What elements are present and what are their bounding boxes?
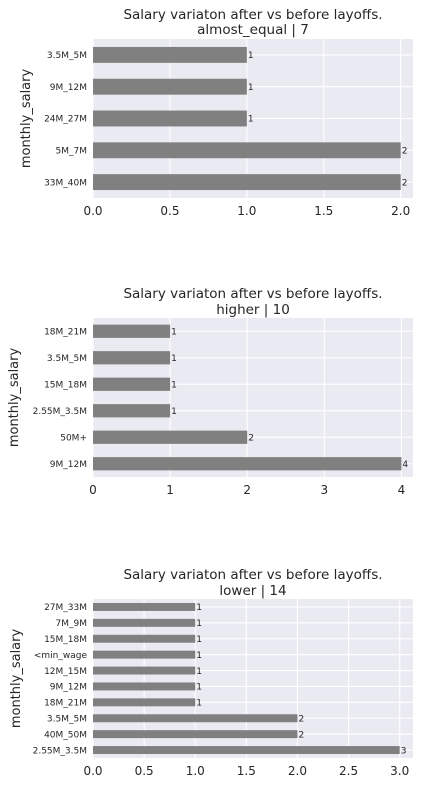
- y-category-label: 24M_27M: [44, 115, 87, 125]
- bar: [93, 174, 401, 191]
- y-category-label: 3.5M_5M: [47, 714, 87, 724]
- y-axis-label: monthly_salary: [7, 348, 22, 448]
- y-category-label: 9M_12M: [50, 83, 87, 93]
- bar: [93, 698, 196, 707]
- bar-value-label: 1: [196, 667, 202, 677]
- y-category-label: 15M_18M: [44, 635, 87, 645]
- chart-title: Salary variaton after vs before layoffs.: [123, 567, 382, 583]
- bar: [93, 457, 402, 471]
- bar: [93, 634, 196, 643]
- bar: [93, 650, 196, 659]
- bar-value-label: 1: [248, 83, 254, 93]
- bar: [93, 110, 247, 127]
- y-category-label: 15M_18M: [44, 380, 87, 390]
- bar: [93, 714, 298, 723]
- bar-value-label: 1: [196, 683, 202, 693]
- y-category-label: 2.55M_3.5M: [33, 407, 87, 417]
- bar-value-label: 1: [196, 651, 202, 661]
- y-category-label: 33M_40M: [44, 178, 87, 188]
- y-category-label: 7M_9M: [56, 619, 87, 629]
- bar: [93, 324, 171, 338]
- bar-value-label: 3: [401, 746, 407, 756]
- bar-value-label: 1: [196, 603, 202, 613]
- bar-value-label: 1: [171, 354, 177, 364]
- bar-value-label: 1: [196, 699, 202, 709]
- bar-value-label: 2: [298, 714, 304, 724]
- bar-value-label: 4: [402, 460, 408, 470]
- y-category-label: 27M_33M: [44, 603, 87, 613]
- x-tick-label: 2: [243, 483, 251, 497]
- y-category-label: 40M_50M: [44, 730, 87, 740]
- bar: [93, 142, 401, 159]
- x-tick-label: 1.5: [237, 764, 256, 778]
- bar-value-label: 1: [248, 51, 254, 61]
- x-tick-label: 1.5: [314, 204, 333, 218]
- x-tick-label: 3.0: [390, 764, 409, 778]
- bar-value-label: 1: [196, 635, 202, 645]
- bar: [93, 351, 171, 365]
- bar: [93, 746, 400, 755]
- y-axis-label: monthly_salary: [9, 629, 24, 729]
- bar: [93, 618, 196, 627]
- y-category-label: <min_wage: [34, 651, 88, 661]
- plot-background: [93, 318, 413, 477]
- y-axis-label: monthly_salary: [19, 69, 34, 169]
- bar-value-label: 1: [196, 619, 202, 629]
- y-category-label: 12M_15M: [44, 667, 87, 677]
- x-tick-label: 1.0: [186, 764, 205, 778]
- bar-value-label: 1: [171, 380, 177, 390]
- chart-title: Salary variaton after vs before layoffs.: [123, 286, 382, 302]
- bar: [93, 46, 247, 63]
- bar-value-label: 1: [171, 407, 177, 417]
- bar-value-label: 1: [171, 327, 177, 337]
- x-tick-label: 4: [398, 483, 406, 497]
- y-category-label: 5M_7M: [56, 147, 87, 157]
- x-tick-label: 0.5: [135, 764, 154, 778]
- bar: [93, 602, 196, 611]
- x-tick-label: 2.5: [339, 764, 358, 778]
- bar-value-label: 1: [248, 115, 254, 125]
- chart-subtitle: higher | 10: [216, 302, 290, 318]
- x-tick-label: 0.0: [83, 764, 102, 778]
- x-tick-label: 0.5: [160, 204, 179, 218]
- bar: [93, 730, 298, 739]
- x-tick-label: 3: [321, 483, 329, 497]
- x-tick-label: 1.0: [237, 204, 256, 218]
- x-tick-label: 1: [166, 483, 174, 497]
- y-category-label: 3.5M_5M: [47, 51, 87, 61]
- x-tick-label: 0: [89, 483, 97, 497]
- bar: [93, 78, 247, 95]
- y-category-label: 18M_21M: [44, 327, 87, 337]
- x-tick-label: 2.0: [391, 204, 410, 218]
- x-tick-label: 0.0: [83, 204, 102, 218]
- bar: [93, 404, 171, 418]
- chart-panel-1: 0.0 0.5 1.0 1.5 2.0 3.5M_5M 1 9M_12M 1 24M_27M 1 5M…: [19, 7, 413, 218]
- y-category-label: 2.55M_3.5M: [33, 746, 87, 756]
- y-category-label: 3.5M_5M: [47, 354, 87, 364]
- bar-value-label: 2: [402, 178, 408, 188]
- chart-title: Salary variaton after vs before layoffs.: [123, 7, 382, 23]
- x-tick-label: 2.0: [288, 764, 307, 778]
- bar: [93, 666, 196, 675]
- chart-panel-3: 0.0 0.5 1.0 1.5 2.0 2.5 3.0 27M_33M 1 7M_9M 1 15M_1…: [9, 567, 413, 778]
- bar: [93, 377, 171, 391]
- bar-value-label: 2: [402, 147, 408, 157]
- y-category-label: 9M_12M: [50, 683, 87, 693]
- y-category-label: 50M+: [60, 433, 87, 443]
- bar: [93, 682, 196, 691]
- bar-value-label: 2: [298, 730, 304, 740]
- chart-panel-2: 0 1 2 3 4 18M_21M 1 3.5M_5M 1 15M_18M 1 2.55M_3.5M 1…: [7, 286, 413, 497]
- chart-subtitle: almost_equal | 7: [197, 22, 309, 38]
- y-category-label: 9M_12M: [50, 460, 87, 470]
- bar-value-label: 2: [248, 433, 254, 443]
- y-category-label: 18M_21M: [44, 699, 87, 709]
- bar: [93, 430, 248, 444]
- chart-subtitle: lower | 14: [219, 583, 286, 599]
